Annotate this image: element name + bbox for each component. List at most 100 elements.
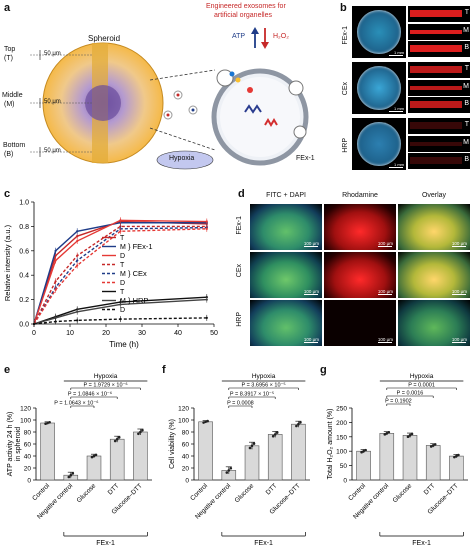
data-point	[54, 280, 57, 283]
micrograph: 100 μm	[398, 300, 470, 346]
panel-d-row-label: FEx-1	[236, 216, 243, 235]
layer-strip: M	[408, 79, 470, 96]
p-value-label: P = 1.0643 × 10⁻⁶	[54, 400, 98, 407]
panel-d-column-header: FITC + DAPI	[266, 192, 306, 199]
panel-label-d: d	[238, 188, 245, 200]
group-label: FEx-1	[254, 540, 273, 547]
data-point	[76, 230, 79, 233]
rhodamine-band	[410, 29, 462, 34]
data-point	[119, 303, 122, 306]
y-tick-label: 40	[24, 454, 32, 461]
layer-mid-abbr: (M)	[4, 101, 15, 108]
data-point	[76, 235, 79, 238]
data-point	[54, 259, 57, 262]
scale-bar	[378, 294, 392, 295]
y-axis-label: Relative intensity (a.u.)	[3, 224, 12, 301]
data-point	[453, 455, 456, 459]
data-point	[225, 471, 229, 474]
p-value-label: P = 8.3917 × 10⁻⁵	[230, 391, 274, 398]
panel-label-b: b	[340, 2, 347, 14]
bar	[425, 445, 441, 481]
micrograph: 100 μm	[324, 300, 396, 346]
layer-strips: T M B	[408, 62, 470, 114]
data-point	[71, 472, 75, 475]
y-tick-label: 40	[182, 454, 190, 461]
data-point	[205, 298, 208, 301]
panel-d-row-label: CEx	[236, 264, 243, 278]
data-point	[250, 444, 254, 448]
rhodamine-band	[410, 122, 462, 129]
legend-layer-label: T	[120, 235, 125, 242]
h2o2-label: H₂O₂	[273, 33, 289, 40]
rhodamine-band	[410, 157, 462, 164]
y-tick-label: 200	[336, 420, 347, 427]
hypoxia-label: Hypoxia	[252, 373, 276, 380]
layer-strip-label: M	[463, 26, 469, 34]
layer-strips: T M B	[408, 118, 470, 170]
data-point	[271, 434, 275, 438]
scale-bar	[452, 294, 466, 295]
spheroid-whole-image: 1 mm	[352, 62, 406, 114]
data-point	[457, 453, 460, 457]
y-tick-label: 60	[182, 442, 190, 449]
bar	[291, 423, 306, 481]
panel-g: g 0 50 100 150 200 250 Total H₂O₂ amount (%) Co…	[316, 364, 474, 548]
data-point	[455, 454, 458, 458]
y-tick-label: 0	[185, 478, 189, 485]
rhodamine-band	[410, 141, 462, 146]
p-value-label: P = 0.0008	[227, 401, 254, 407]
rhodamine-band	[410, 66, 462, 73]
layer-top-label: Top	[4, 46, 16, 53]
scale-bar	[389, 111, 403, 112]
rhodamine-band	[410, 10, 462, 17]
data-point	[67, 475, 71, 479]
x-tick-label: Control	[31, 482, 51, 502]
exosome-title-line1: Engineered exosomes for	[206, 3, 286, 10]
data-point	[202, 421, 205, 424]
panel-d-column-header: Rhodamine	[342, 192, 378, 199]
layer-strip: T	[408, 62, 470, 78]
panel-b-row-label: FEx-1	[342, 26, 349, 45]
layer-strip: T	[408, 118, 470, 134]
y-tick-label: 0.2	[19, 297, 29, 304]
panel-b-row-label: HRP	[342, 138, 349, 153]
layer-strip: M	[408, 23, 470, 40]
y-tick-label: 20	[182, 466, 190, 473]
hypoxia-label: Hypoxia	[94, 373, 118, 380]
layer-strip-label: T	[464, 121, 469, 128]
x-tick-label: Control	[347, 482, 367, 502]
legend-layer-label: D	[120, 253, 125, 260]
bar	[133, 431, 148, 481]
data-point	[44, 422, 47, 426]
layer-bot-abbr: (B)	[4, 151, 14, 158]
p-value-label: P = 0.1902	[385, 399, 412, 405]
y-tick-label: 250	[336, 406, 347, 413]
micrograph: 100 μm	[398, 204, 470, 250]
y-tick-label: 100	[178, 418, 189, 425]
panel-label-e: e	[4, 364, 11, 376]
data-point	[431, 444, 435, 447]
legend-layer-label: D	[120, 280, 125, 287]
bar	[449, 455, 464, 481]
scale-bar	[452, 342, 466, 343]
data-point	[385, 432, 389, 435]
legend-layer-label: T	[120, 262, 125, 269]
data-point	[54, 320, 57, 323]
data-point	[429, 445, 433, 448]
x-tick-label: DTT	[423, 482, 437, 496]
p-value-label: P = 0.0016	[397, 391, 424, 397]
y-tick-label: 0.4	[19, 273, 29, 280]
x-tick-label: 0	[32, 330, 36, 337]
scale-label: 100 μm	[451, 337, 467, 342]
micrograph: 100 μm	[250, 252, 322, 298]
panel-label-g: g	[320, 364, 327, 376]
bar	[244, 445, 260, 481]
x-tick-label: DTT	[265, 482, 279, 496]
panel-e: e 0 20 40 60 80 100 120 ATP activity 24 h (%) in…	[0, 364, 158, 548]
scale-bar	[304, 246, 318, 247]
data-point	[48, 420, 51, 424]
series-line	[33, 228, 207, 325]
thickness-bot: 50 μm	[44, 148, 61, 154]
x-tick-label: DTT	[107, 482, 121, 496]
data-point	[54, 316, 57, 319]
